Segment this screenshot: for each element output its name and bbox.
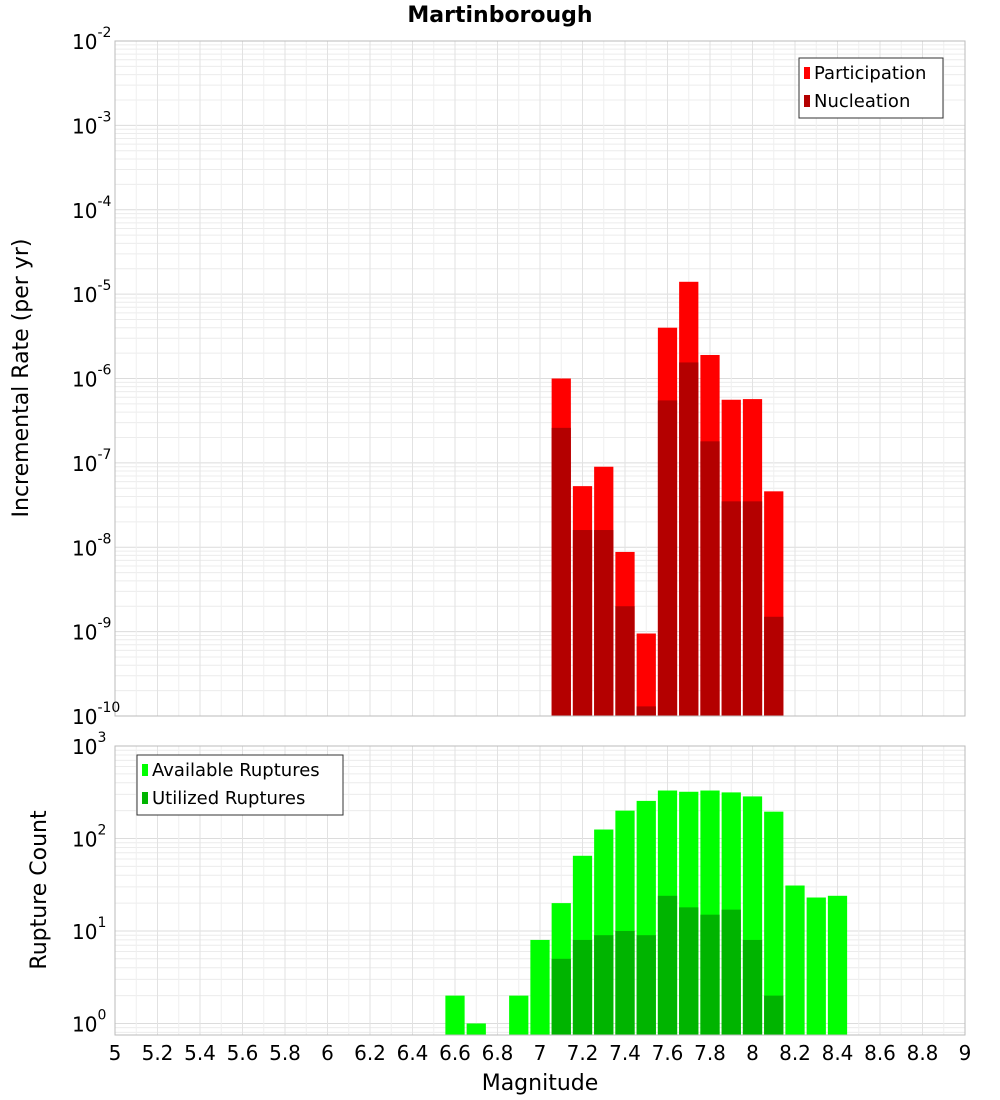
y-tick-label: 10-2 <box>72 25 111 54</box>
x-tick-label: 5 <box>109 1041 122 1065</box>
x-tick-label: 7.4 <box>609 1041 641 1065</box>
x-axis: 5 5.2 5.4 5.6 5.8 6 6.2 6.4 6.6 6.8 7 7.2 7.4 7.6 7.8 8… <box>109 1041 972 1065</box>
x-tick-label: 6.8 <box>482 1041 514 1065</box>
legend-swatch <box>804 67 810 79</box>
y-axis: 10-10 10-9 10-8 10-7 10-6 10-5 10-4 10-3 10-2 <box>72 25 120 729</box>
bar-available-ruptures <box>445 995 465 1035</box>
bar-nucleation <box>615 606 635 716</box>
bar-available-ruptures <box>466 1023 486 1035</box>
legend-box <box>798 57 944 119</box>
bar-nucleation <box>679 362 699 716</box>
x-tick-label: 5.2 <box>142 1041 174 1065</box>
plot-frame <box>114 40 966 717</box>
x-tick-label: 6.2 <box>354 1041 386 1065</box>
y-tick-label: 10-7 <box>72 447 111 476</box>
x-tick-label: 6.4 <box>397 1041 429 1065</box>
x-tick-label: 5.8 <box>269 1041 301 1065</box>
y-tick-label: 10-3 <box>72 109 111 138</box>
legend-label: Nucleation <box>814 91 910 112</box>
x-tick-label: 8 <box>746 1041 759 1065</box>
x-tick-label: 8.4 <box>822 1041 854 1065</box>
bar-utilized-ruptures <box>615 930 635 1035</box>
bar-available-ruptures <box>509 995 529 1035</box>
bar-nucleation <box>657 400 678 716</box>
y-tick-label: 10-10 <box>72 700 120 729</box>
y-tick-label: 102 <box>72 822 106 851</box>
x-tick-label: 8.8 <box>907 1041 939 1065</box>
bar-utilized-ruptures <box>551 958 571 1035</box>
x-tick-label: 7.2 <box>567 1041 599 1065</box>
legend-swatch <box>142 792 148 804</box>
bar-available-ruptures <box>530 939 550 1035</box>
y-axis-label: Rupture Count <box>27 810 52 970</box>
bar-utilized-ruptures <box>721 909 741 1035</box>
bar-nucleation <box>742 501 763 716</box>
bar-utilized-ruptures <box>636 935 656 1035</box>
bar-available-ruptures <box>827 895 848 1035</box>
legend-label: Available Ruptures <box>152 760 320 781</box>
bar-nucleation <box>551 427 571 716</box>
y-axis: 100 101 102 103 <box>72 730 106 1036</box>
y-tick-label: 103 <box>72 730 106 759</box>
x-tick-label: 8.2 <box>779 1041 811 1065</box>
bars <box>445 790 848 1035</box>
plot-frame <box>114 745 966 1036</box>
y-tick-label: 10-6 <box>72 363 112 392</box>
bar-utilized-ruptures <box>679 907 699 1035</box>
bar-nucleation <box>636 706 656 716</box>
bar-available-ruptures <box>785 885 805 1035</box>
x-tick-label: 7 <box>534 1041 547 1065</box>
x-tick-label: 8.6 <box>864 1041 896 1065</box>
x-axis-label: Magnitude <box>482 1071 599 1096</box>
bar-nucleation <box>700 441 720 716</box>
x-tick-label: 9 <box>959 1041 972 1065</box>
bar-utilized-ruptures <box>594 935 614 1035</box>
bar-nucleation <box>764 616 784 716</box>
legend-label: Utilized Ruptures <box>152 788 305 809</box>
legend-swatch <box>804 95 810 107</box>
legend-label: Participation <box>814 63 926 84</box>
bars <box>551 281 784 716</box>
bar-available-ruptures <box>806 897 826 1035</box>
y-tick-label: 10-8 <box>72 531 111 560</box>
chart-title: Martinborough <box>407 3 592 28</box>
bar-available-ruptures <box>764 811 784 1035</box>
bar-utilized-ruptures <box>572 939 593 1035</box>
y-tick-label: 10-4 <box>72 194 112 223</box>
bar-utilized-ruptures <box>742 939 763 1035</box>
x-tick-label: 7.6 <box>652 1041 684 1065</box>
legend: Available Ruptures Utilized Ruptures <box>136 754 344 816</box>
rate-panel: 10-10 10-9 10-8 10-7 10-6 10-5 10-4 10-3 10-2 Inc… <box>9 25 966 729</box>
bar-utilized-ruptures <box>700 914 720 1035</box>
legend-swatch <box>142 764 148 776</box>
legend-box <box>136 754 344 816</box>
x-tick-label: 5.4 <box>184 1041 216 1065</box>
x-tick-label: 6 <box>321 1041 334 1065</box>
y-tick-label: 101 <box>72 915 106 944</box>
grid <box>114 41 966 717</box>
y-axis-label: Incremental Rate (per yr) <box>9 239 34 518</box>
y-tick-label: 10-5 <box>72 278 111 307</box>
bar-nucleation <box>594 530 614 716</box>
bar-participation <box>636 633 656 716</box>
y-tick-label: 100 <box>72 1007 106 1036</box>
x-tick-label: 5.6 <box>227 1041 259 1065</box>
bar-utilized-ruptures <box>657 895 678 1035</box>
x-tick-label: 6.6 <box>439 1041 471 1065</box>
y-tick-label: 10-9 <box>72 616 111 645</box>
count-panel: 100 101 102 103 Rupture Count Available Ruptu… <box>27 730 966 1036</box>
bar-nucleation <box>572 530 593 716</box>
legend: Participation Nucleation <box>798 57 944 119</box>
bar-nucleation <box>721 501 741 716</box>
x-tick-label: 7.8 <box>694 1041 726 1065</box>
bar-utilized-ruptures <box>764 995 784 1035</box>
